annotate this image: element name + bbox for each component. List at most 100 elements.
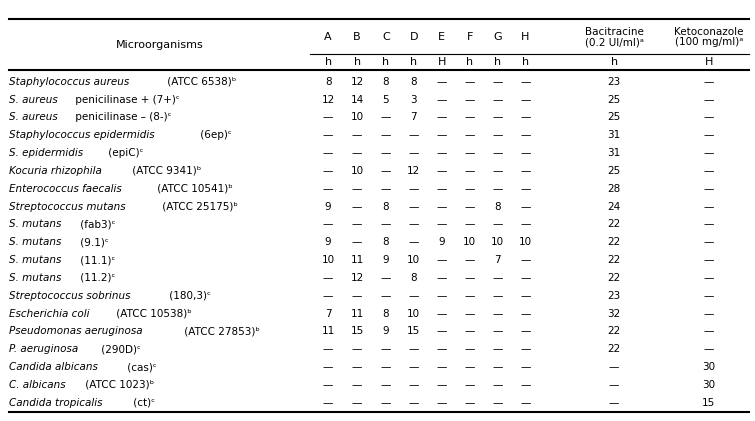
Text: —: — [704, 112, 714, 123]
Text: —: — [323, 148, 334, 158]
Text: 30: 30 [702, 362, 715, 372]
Text: —: — [381, 148, 391, 158]
Text: —: — [520, 77, 531, 87]
Text: —: — [381, 219, 391, 229]
Text: (11.2)ᶜ: (11.2)ᶜ [77, 273, 115, 283]
Text: penicilinase – (8-)ᶜ: penicilinase – (8-)ᶜ [72, 112, 171, 123]
Text: 32: 32 [608, 309, 621, 319]
Text: 7: 7 [411, 112, 418, 123]
Text: —: — [492, 344, 503, 354]
Text: —: — [704, 326, 714, 336]
Text: —: — [323, 344, 334, 354]
Text: (ATCC 6538)ᵇ: (ATCC 6538)ᵇ [164, 77, 236, 87]
Text: —: — [436, 255, 447, 265]
Text: Bacitracine: Bacitracine [584, 27, 643, 37]
Text: —: — [464, 309, 475, 319]
Text: —: — [704, 148, 714, 158]
Text: —: — [352, 237, 362, 247]
Text: —: — [464, 131, 475, 140]
Text: 11: 11 [350, 255, 364, 265]
Text: —: — [436, 166, 447, 176]
Text: Candida albicans: Candida albicans [9, 362, 98, 372]
Text: —: — [381, 362, 391, 372]
Text: —: — [464, 77, 475, 87]
Text: C: C [382, 32, 390, 42]
Text: (ATCC 25175)ᵇ: (ATCC 25175)ᵇ [159, 202, 238, 212]
Text: h: h [325, 57, 331, 67]
Text: —: — [352, 184, 362, 194]
Text: (ATCC 9341)ᵇ: (ATCC 9341)ᵇ [129, 166, 201, 176]
Text: —: — [436, 398, 447, 408]
Text: —: — [352, 380, 362, 390]
Text: —: — [436, 184, 447, 194]
Text: (180,3)ᶜ: (180,3)ᶜ [165, 291, 211, 301]
Text: —: — [464, 95, 475, 105]
Text: —: — [464, 255, 475, 265]
Text: —: — [704, 166, 714, 176]
Text: 22: 22 [608, 255, 621, 265]
Text: —: — [381, 380, 391, 390]
Text: S. mutans: S. mutans [9, 237, 62, 247]
Text: 25: 25 [608, 166, 621, 176]
Text: —: — [352, 398, 362, 408]
Text: —: — [492, 148, 503, 158]
Text: —: — [436, 362, 447, 372]
Text: —: — [352, 362, 362, 372]
Text: —: — [352, 148, 362, 158]
Text: —: — [609, 398, 619, 408]
Text: —: — [492, 291, 503, 301]
Text: —: — [381, 184, 391, 194]
Text: Kocuria rhizophila: Kocuria rhizophila [9, 166, 102, 176]
Text: 8: 8 [411, 77, 418, 87]
Text: 9: 9 [383, 255, 390, 265]
Text: —: — [492, 112, 503, 123]
Text: —: — [323, 362, 334, 372]
Text: S. epidermidis: S. epidermidis [9, 148, 84, 158]
Text: G: G [493, 32, 502, 42]
Text: —: — [464, 344, 475, 354]
Text: 10: 10 [407, 309, 421, 319]
Text: E: E [438, 32, 445, 42]
Text: B: B [353, 32, 361, 42]
Text: 8: 8 [325, 77, 331, 87]
Text: 31: 31 [608, 131, 621, 140]
Text: —: — [520, 344, 531, 354]
Text: 22: 22 [608, 237, 621, 247]
Text: penicilinase + (7+)ᶜ: penicilinase + (7+)ᶜ [72, 95, 180, 105]
Text: —: — [323, 131, 334, 140]
Text: —: — [492, 77, 503, 87]
Text: 8: 8 [383, 77, 390, 87]
Text: (ct)ᶜ: (ct)ᶜ [130, 398, 155, 408]
Text: 7: 7 [325, 309, 331, 319]
Text: 23: 23 [608, 77, 621, 87]
Text: —: — [352, 219, 362, 229]
Text: (ATCC 10541)ᵇ: (ATCC 10541)ᵇ [154, 184, 233, 194]
Text: 9: 9 [325, 202, 331, 212]
Text: —: — [464, 291, 475, 301]
Text: —: — [520, 273, 531, 283]
Text: —: — [436, 95, 447, 105]
Text: D: D [410, 32, 418, 42]
Text: —: — [408, 131, 419, 140]
Text: —: — [381, 398, 391, 408]
Text: —: — [464, 326, 475, 336]
Text: —: — [520, 380, 531, 390]
Text: —: — [352, 291, 362, 301]
Text: —: — [436, 291, 447, 301]
Text: P. aeruginosa: P. aeruginosa [9, 344, 79, 354]
Text: 15: 15 [702, 398, 716, 408]
Text: —: — [464, 398, 475, 408]
Text: Streptococcus sobrinus: Streptococcus sobrinus [9, 291, 131, 301]
Text: —: — [464, 362, 475, 372]
Text: H: H [521, 32, 530, 42]
Text: Enterococcus faecalis: Enterococcus faecalis [9, 184, 122, 194]
Text: —: — [464, 202, 475, 212]
Text: 22: 22 [608, 273, 621, 283]
Text: —: — [520, 95, 531, 105]
Text: —: — [520, 255, 531, 265]
Text: (ATCC 10538)ᵇ: (ATCC 10538)ᵇ [112, 309, 192, 319]
Text: —: — [408, 380, 419, 390]
Text: Candida tropicalis: Candida tropicalis [9, 398, 103, 408]
Text: 23: 23 [608, 291, 621, 301]
Text: 31: 31 [608, 148, 621, 158]
